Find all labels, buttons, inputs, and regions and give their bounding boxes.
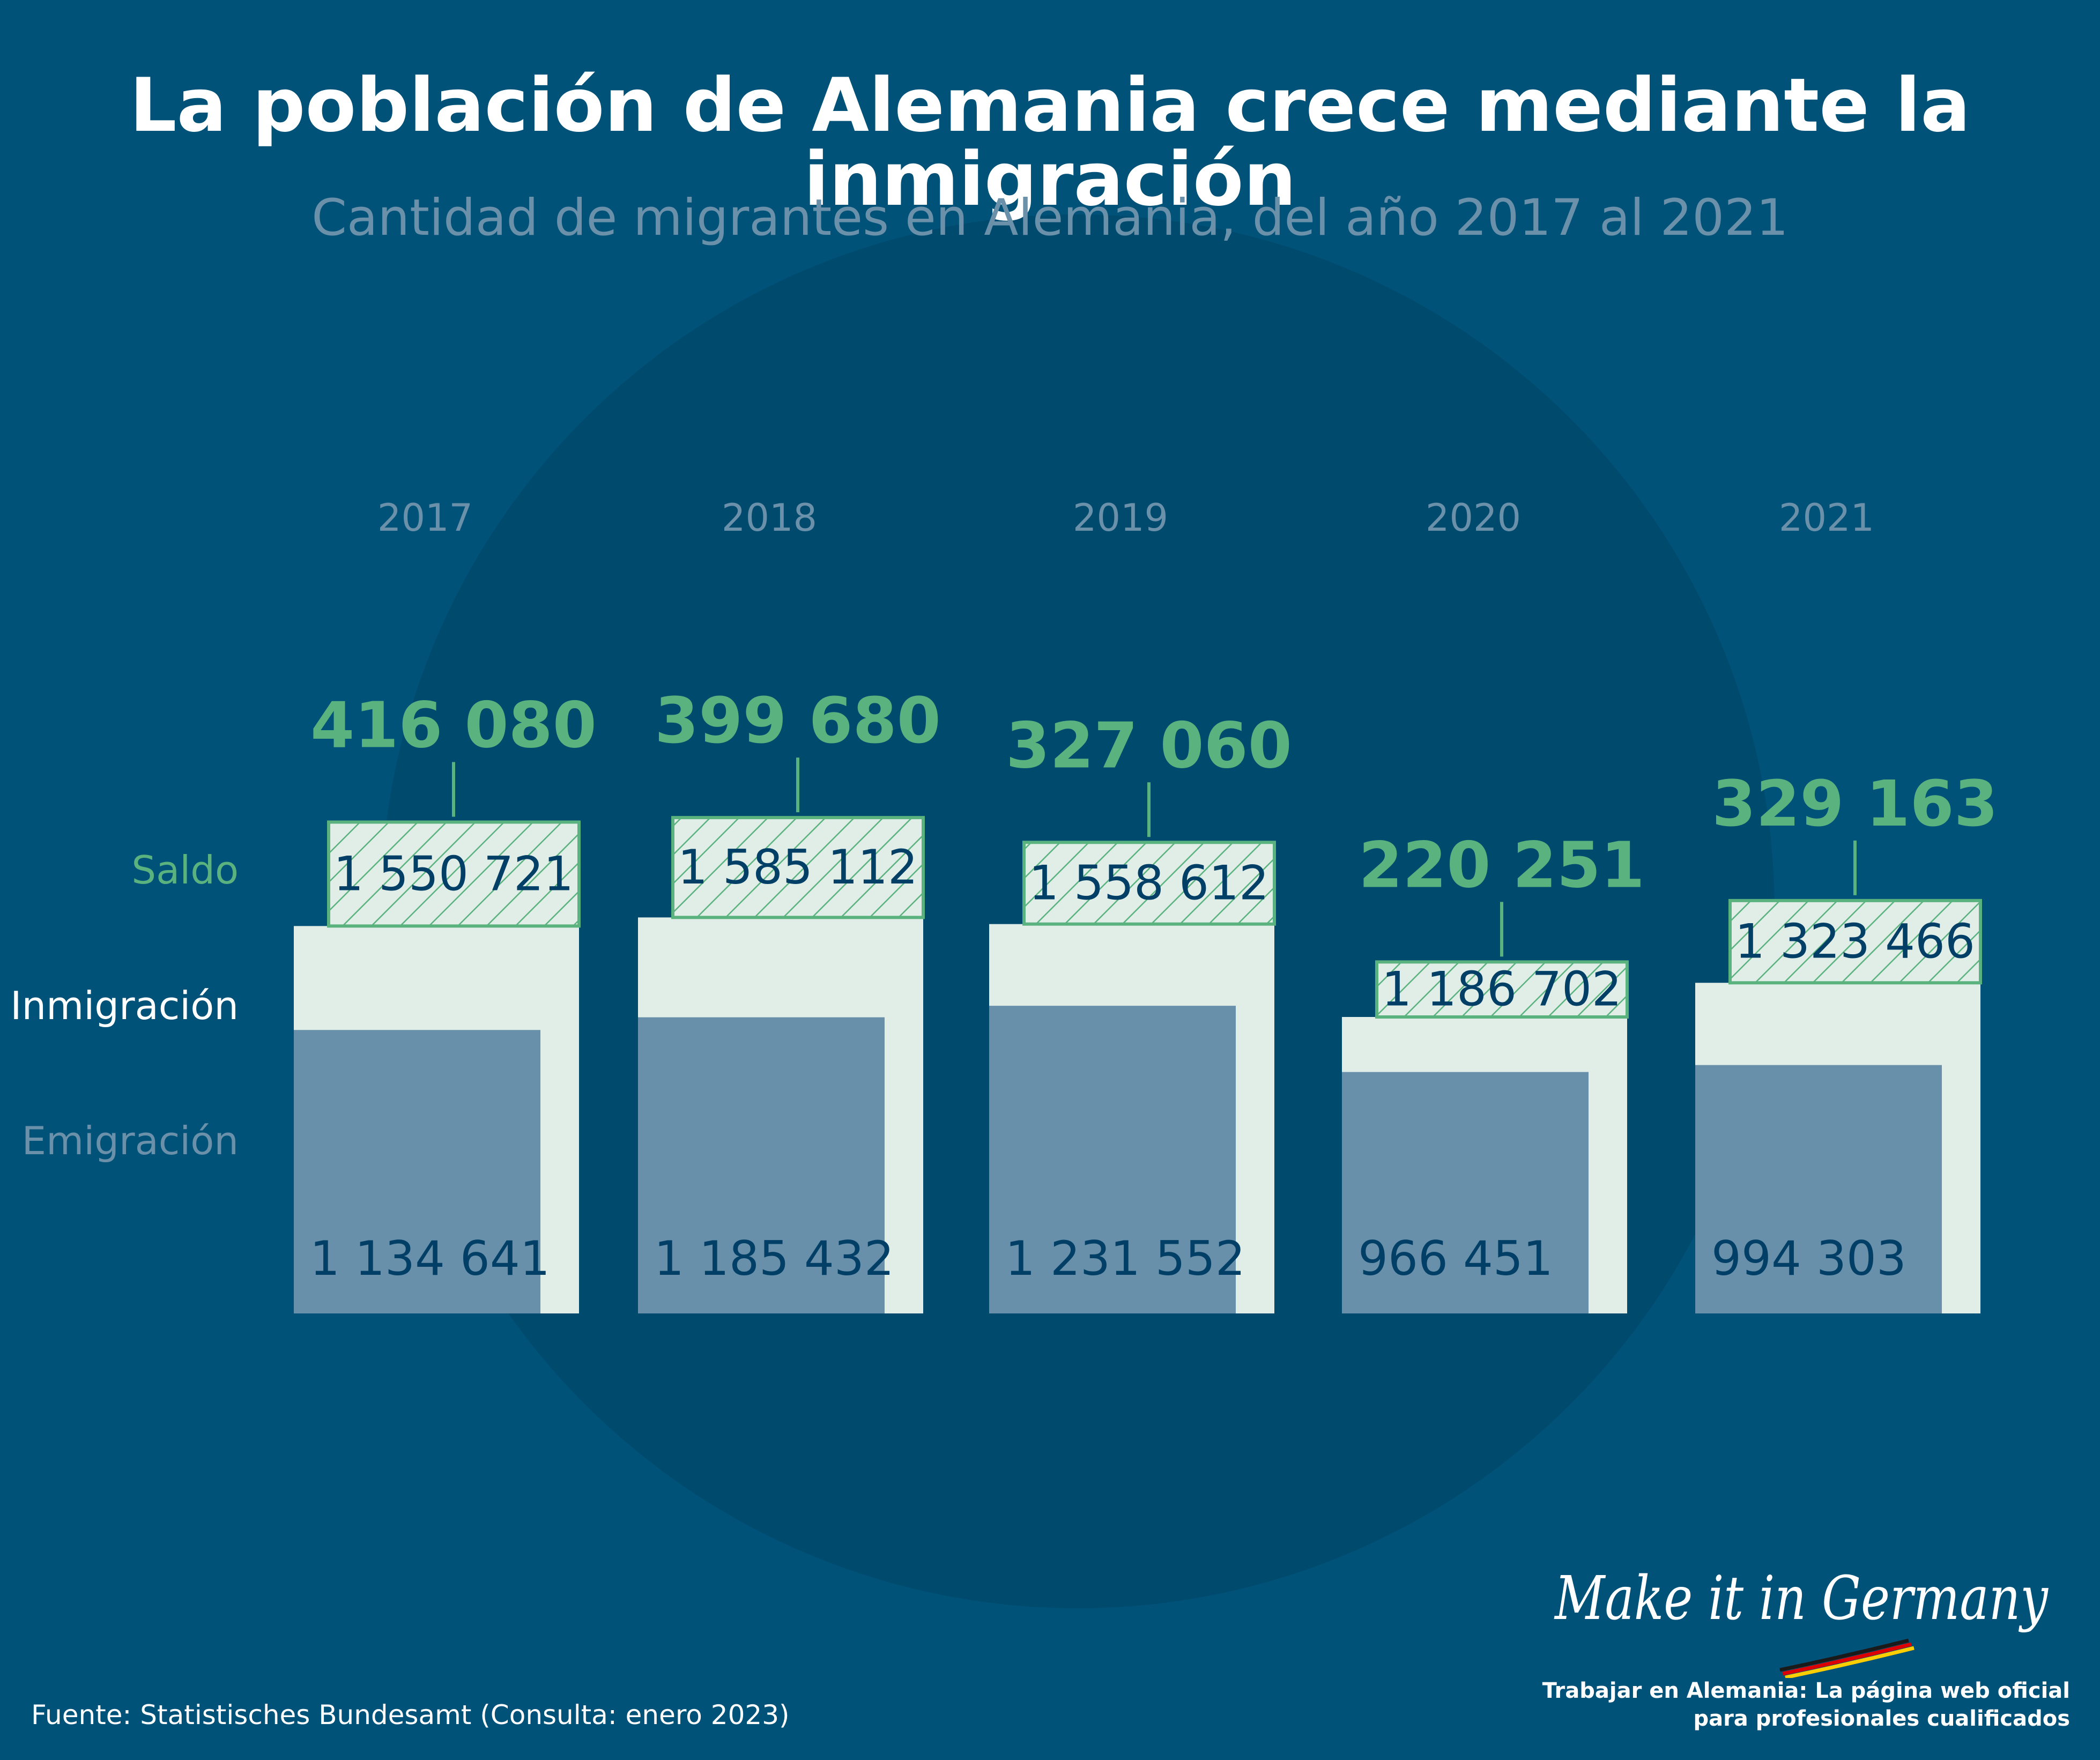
bar-saldo bbox=[1728, 898, 1982, 985]
bar-emigracion bbox=[294, 1030, 540, 1313]
bar-emigracion bbox=[989, 1006, 1236, 1313]
emigracion-value-label: 994 303 bbox=[1711, 1231, 1906, 1286]
year-label: 2019 bbox=[1073, 496, 1168, 540]
svg-text:Make it in Germany: Make it in Germany bbox=[1554, 1564, 2049, 1633]
emigracion-value-label: 1 134 641 bbox=[310, 1231, 550, 1286]
legend-emigracion: Emigración bbox=[21, 1118, 239, 1163]
saldo-value-label: 416 080 bbox=[310, 688, 597, 762]
bar-saldo bbox=[671, 816, 925, 919]
legend-inmigracion: Inmigración bbox=[10, 983, 239, 1028]
inmigracion-value-label: 1 186 702 bbox=[1382, 962, 1622, 1017]
saldo-value-label: 220 251 bbox=[1359, 828, 1645, 902]
source-note: Fuente: Statistisches Bundesamt (Consult… bbox=[31, 1699, 790, 1731]
make-it-in-germany-logo: Make it in Germany bbox=[1554, 1564, 2049, 1678]
emigracion-value-label: 1 231 552 bbox=[1005, 1231, 1245, 1286]
saldo-value-label: 329 163 bbox=[1712, 767, 1998, 841]
inmigracion-value-label: 1 558 612 bbox=[1029, 855, 1269, 910]
saldo-value-label: 327 060 bbox=[1006, 708, 1292, 782]
bar-saldo bbox=[327, 820, 581, 928]
emigracion-value-label: 1 185 432 bbox=[654, 1231, 894, 1286]
tagline-line-1: Trabajar en Alemania: La página web ofic… bbox=[1542, 1679, 2070, 1703]
saldo-value-label: 399 680 bbox=[655, 684, 941, 758]
bar-saldo bbox=[1375, 960, 1629, 1019]
inmigracion-value-label: 1 585 112 bbox=[678, 840, 918, 895]
year-label: 2021 bbox=[1779, 496, 1874, 540]
tagline: Trabajar en Alemania: La página web ofic… bbox=[1542, 1677, 2070, 1733]
chart-title: La población de Alemania crece mediante … bbox=[129, 62, 1971, 222]
emigracion-value-label: 966 451 bbox=[1358, 1231, 1553, 1286]
bar-emigracion bbox=[1342, 1072, 1589, 1313]
bar-emigracion bbox=[1695, 1065, 1942, 1313]
year-label: 2018 bbox=[722, 496, 817, 540]
year-label: 2020 bbox=[1426, 496, 1521, 540]
bar-saldo bbox=[1022, 841, 1276, 926]
year-label: 2017 bbox=[377, 496, 473, 540]
inmigracion-value-label: 1 550 721 bbox=[333, 846, 574, 901]
legend-saldo: Saldo bbox=[131, 848, 239, 893]
tagline-line-2: para profesionales cualificados bbox=[1693, 1706, 2070, 1731]
inmigracion-value-label: 1 323 466 bbox=[1735, 914, 1975, 969]
bar-emigracion bbox=[638, 1017, 885, 1313]
chart-subtitle: Cantidad de migrantes en Alemania, del a… bbox=[311, 189, 1789, 247]
